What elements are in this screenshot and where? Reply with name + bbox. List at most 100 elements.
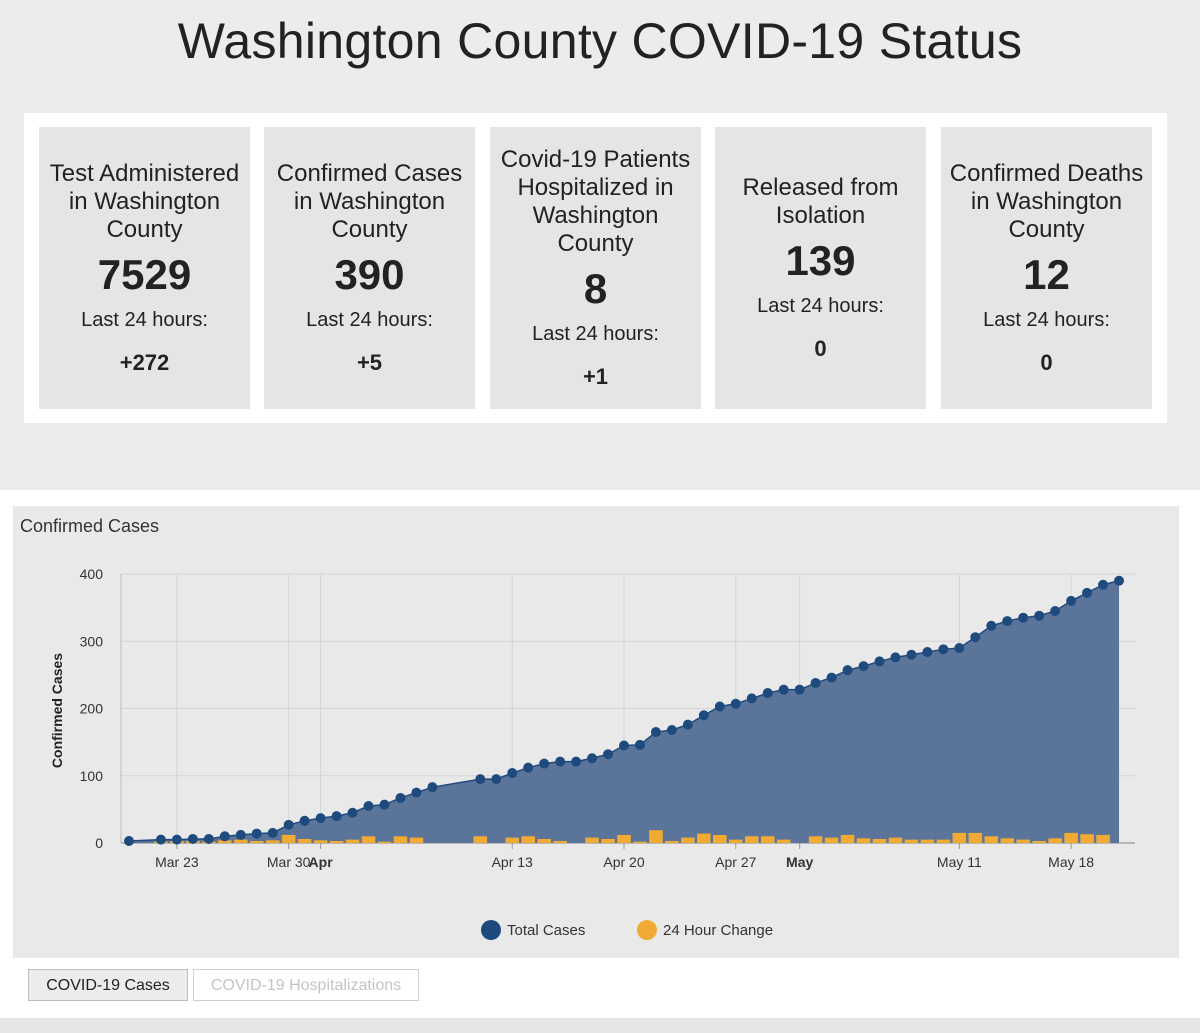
change-bar xyxy=(377,841,392,843)
stat-sub-label: Last 24 hours: xyxy=(532,323,659,345)
total-cases-point xyxy=(555,756,566,767)
change-bar xyxy=(473,836,488,843)
change-bar xyxy=(649,830,663,843)
total-cases-point xyxy=(587,753,598,764)
total-cases-area xyxy=(128,580,1120,843)
total-cases-point xyxy=(746,693,757,704)
change-bar xyxy=(617,834,631,843)
total-cases-point xyxy=(347,807,358,818)
x-tick-label: Mar 23 xyxy=(155,854,199,870)
total-cases-point xyxy=(203,833,214,844)
total-cases-point xyxy=(858,661,869,672)
stat-sub-label: Last 24 hours: xyxy=(983,309,1110,331)
chart-panel: Confirmed Cases 0 100 200 300 400 Mar 23 Mar 3… xyxy=(13,506,1179,958)
total-cases-point xyxy=(778,684,789,695)
change-bar xyxy=(665,840,679,843)
x-tick-label: Apr 13 xyxy=(492,854,533,870)
change-bar xyxy=(521,836,535,843)
total-cases-point xyxy=(603,749,614,760)
total-cases-point xyxy=(794,684,805,695)
y-tick-label: 0 xyxy=(95,835,103,851)
change-bar xyxy=(1048,838,1062,843)
tab-covid-cases[interactable]: COVID-19 Cases xyxy=(28,969,188,1001)
stat-label: Test Administered in Washington County xyxy=(49,160,240,243)
total-cases-point xyxy=(938,644,949,655)
change-bar xyxy=(681,837,695,843)
total-cases-point xyxy=(331,811,342,822)
stat-card-deaths: Confirmed Deaths in Washington County 12… xyxy=(941,127,1152,409)
total-cases-point xyxy=(427,782,438,793)
change-bar xyxy=(888,837,903,843)
y-axis-title: Confirmed Cases xyxy=(49,653,65,768)
total-cases-point xyxy=(267,827,278,838)
legend-item-change[interactable]: 24 Hour Change xyxy=(637,920,773,940)
change-bar xyxy=(553,840,567,843)
stat-label: Confirmed Cases in Washington County xyxy=(276,160,463,243)
change-bar xyxy=(824,837,839,843)
stat-sub-label: Last 24 hours: xyxy=(81,309,208,331)
total-cases-point xyxy=(666,725,677,736)
change-bar xyxy=(808,836,823,843)
stat-sub-label: Last 24 hours: xyxy=(306,309,433,331)
total-cases-point xyxy=(922,647,933,658)
x-tick-label: Apr 20 xyxy=(603,854,644,870)
change-bar xyxy=(585,837,599,843)
change-bar xyxy=(601,838,615,843)
change-bar xyxy=(505,837,520,843)
change-bar xyxy=(297,838,312,843)
stat-value: 8 xyxy=(583,265,608,312)
total-cases-point xyxy=(475,774,486,785)
change-bar xyxy=(713,834,727,843)
change-bar xyxy=(744,836,759,843)
footer-strip xyxy=(0,1018,1200,1033)
stat-card-tests: Test Administered in Washington County 7… xyxy=(39,127,250,409)
change-bar xyxy=(984,836,999,843)
total-cases-point xyxy=(906,649,917,660)
change-bar xyxy=(361,836,376,843)
stat-label: Covid-19 Patients Hospitalized in Washin… xyxy=(500,146,691,257)
y-tick-label: 200 xyxy=(80,701,104,717)
tab-covid-hospitalizations[interactable]: COVID-19 Hospitalizations xyxy=(193,969,419,1001)
change-bar xyxy=(920,839,935,843)
change-bar xyxy=(856,838,871,843)
x-tick-label: May 18 xyxy=(1048,854,1094,870)
total-cases-point xyxy=(1082,587,1093,598)
change-bar xyxy=(729,839,743,843)
change-bar xyxy=(1032,840,1046,843)
x-tick-label: May xyxy=(786,854,813,870)
total-cases-point xyxy=(650,727,661,738)
total-cases-point xyxy=(523,762,534,773)
total-cases-point xyxy=(155,834,166,845)
total-cases-point xyxy=(842,665,853,676)
change-bar xyxy=(218,840,232,843)
stat-card-released: Released from Isolation 139 Last 24 hour… xyxy=(715,127,926,409)
change-bar xyxy=(904,839,919,843)
stat-value: 12 xyxy=(1023,251,1070,298)
legend-marker-total xyxy=(481,920,501,940)
total-cases-point xyxy=(954,642,965,653)
change-bar xyxy=(537,838,551,843)
stat-change: 0 xyxy=(1040,350,1053,375)
x-tick-label: Apr xyxy=(309,854,334,870)
total-cases-point xyxy=(810,677,821,688)
legend-item-total[interactable]: Total Cases xyxy=(481,920,585,940)
total-cases-point xyxy=(1034,610,1045,621)
total-cases-point xyxy=(411,787,422,798)
legend-marker-change xyxy=(637,920,657,940)
legend-label: Total Cases xyxy=(507,921,586,939)
change-bar xyxy=(872,838,887,843)
total-cases-point xyxy=(970,632,981,643)
change-bar xyxy=(633,841,647,843)
chart-title: Confirmed Cases xyxy=(20,516,160,536)
change-bar xyxy=(760,836,775,843)
stat-value: 139 xyxy=(785,237,856,284)
total-cases-point xyxy=(1066,595,1077,606)
total-cases-point xyxy=(826,672,837,683)
change-bar xyxy=(936,839,951,843)
total-cases-point xyxy=(890,652,901,663)
y-tick-label: 300 xyxy=(80,633,104,649)
total-cases-point xyxy=(874,656,885,667)
page-title: Washington County COVID-19 Status xyxy=(177,13,1023,69)
change-bar xyxy=(952,832,967,843)
